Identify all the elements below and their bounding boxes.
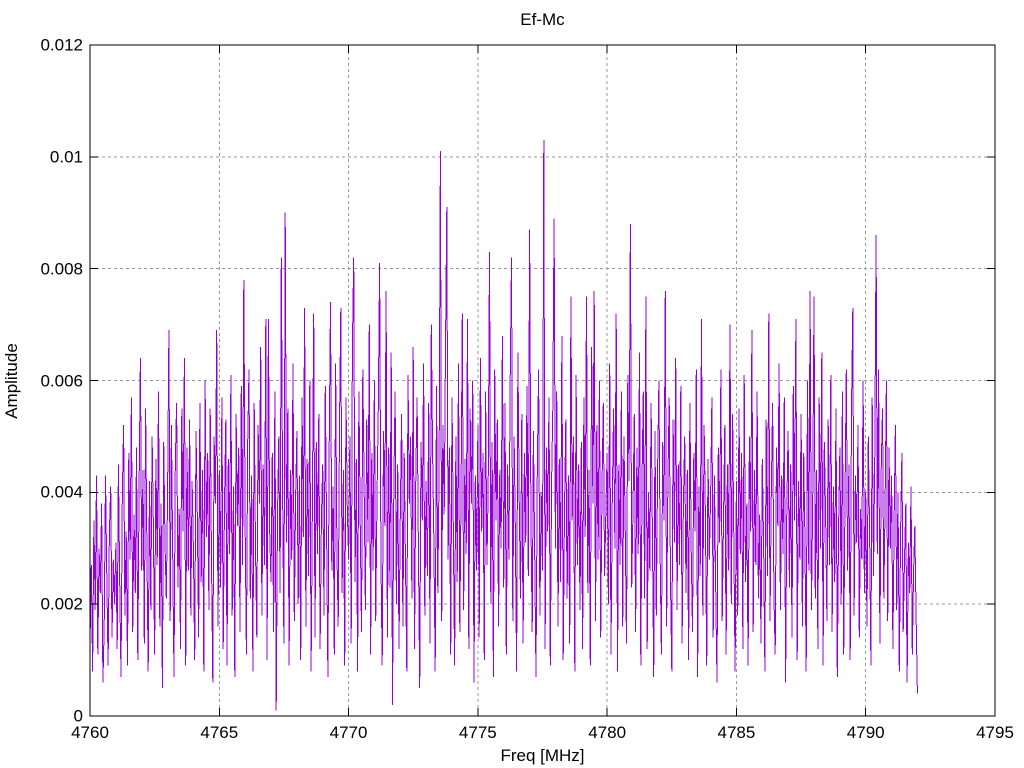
spectrum-trace — [89, 140, 918, 711]
x-tick-label: 4765 — [200, 723, 239, 742]
x-tick-label: 4780 — [588, 723, 627, 742]
chart-title: Ef-Mc — [520, 10, 565, 29]
x-tick-label: 4785 — [717, 723, 756, 742]
y-tick-label: 0 — [73, 706, 83, 726]
y-tick-label: 0.01 — [49, 147, 83, 167]
x-tick-label: 4795 — [976, 723, 1014, 742]
x-axis-title: Freq [MHz] — [500, 746, 585, 765]
y-tick-label: 0.002 — [40, 594, 83, 614]
x-tick-label: 4770 — [329, 723, 368, 742]
y-tick-label: 0.012 — [40, 35, 83, 55]
y-tick-label: 0.004 — [40, 482, 83, 502]
y-tick-label: 0.006 — [40, 371, 83, 390]
x-tick-label: 4760 — [71, 723, 109, 742]
y-tick-label: 0.008 — [40, 259, 83, 279]
x-tick-label: 4790 — [846, 723, 885, 742]
x-tick-label: 4775 — [458, 723, 497, 742]
